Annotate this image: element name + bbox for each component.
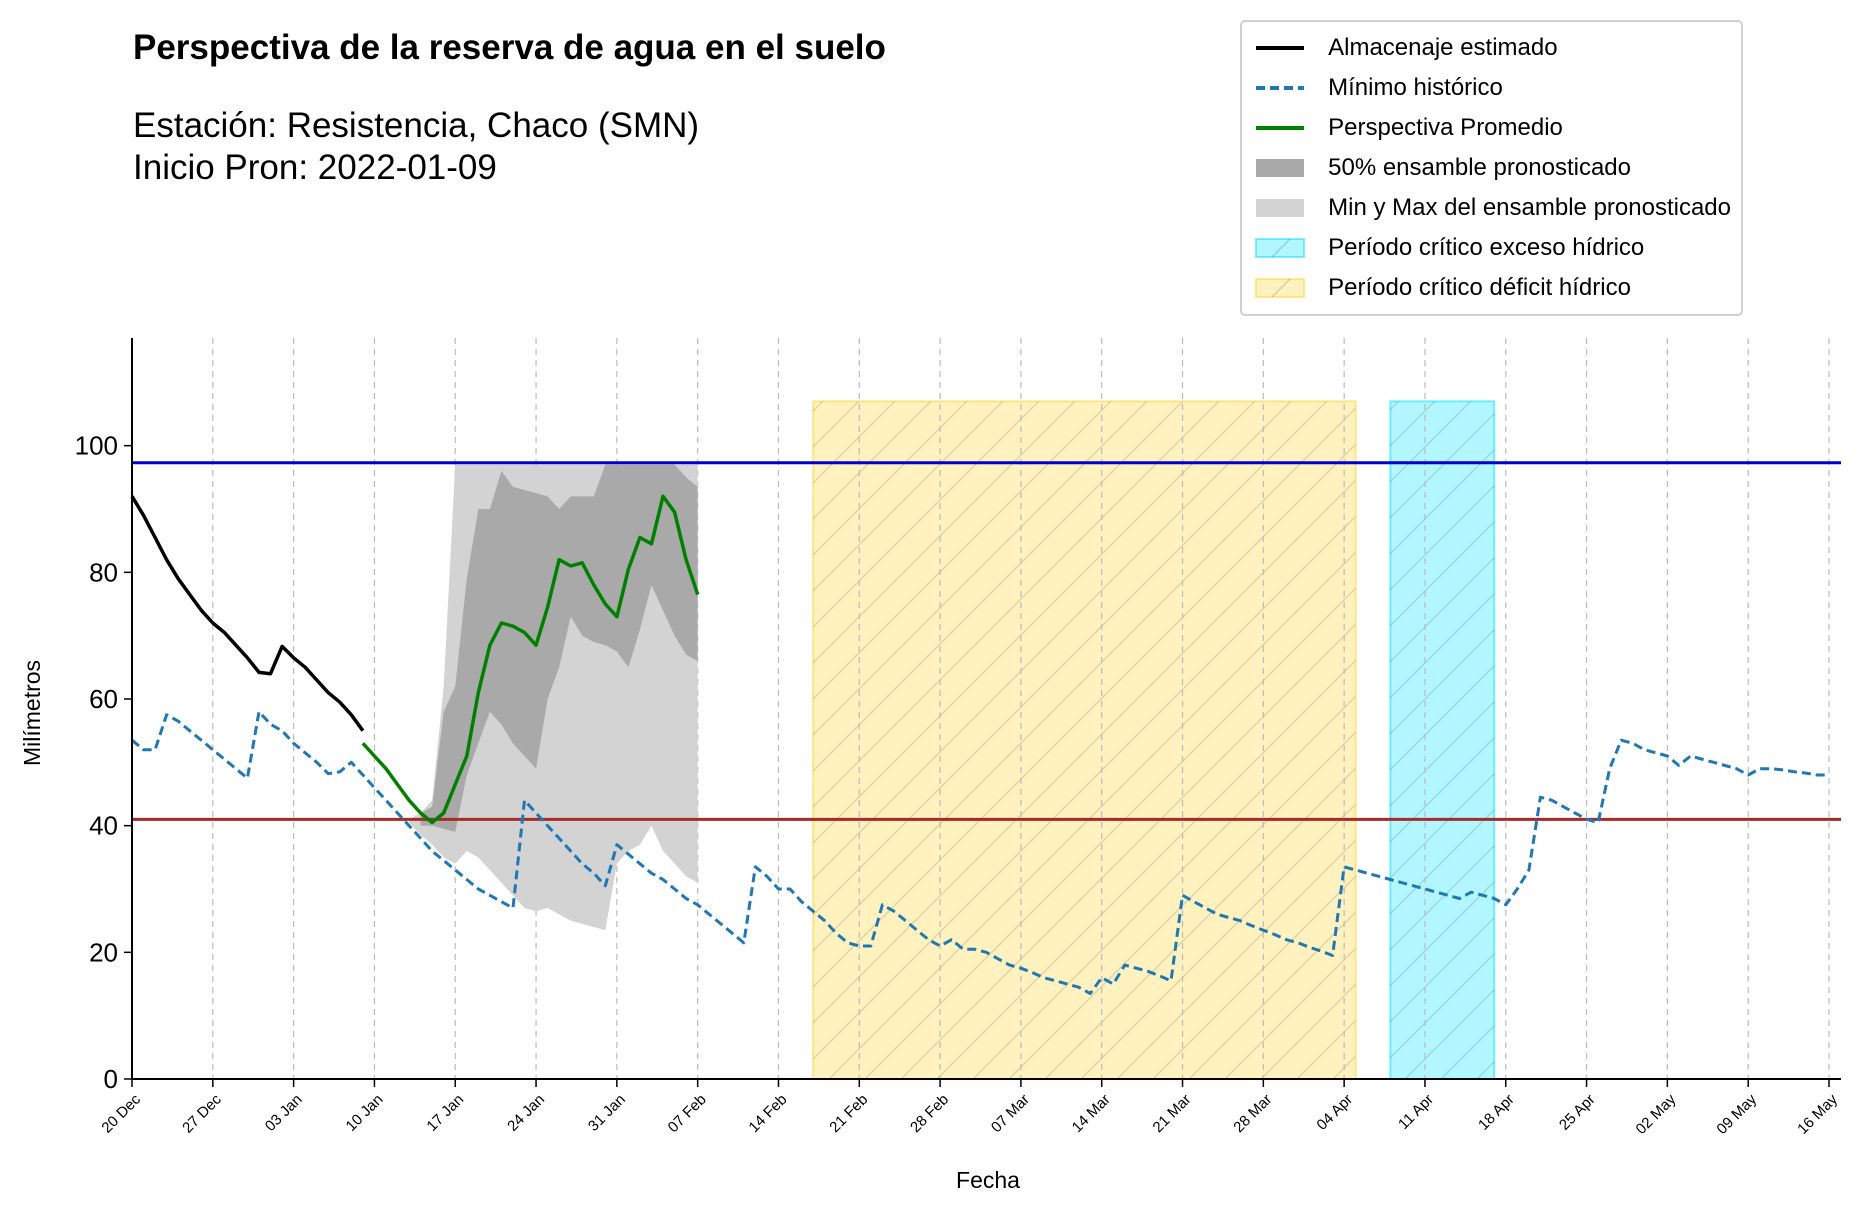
x-tick-label: 21 Mar <box>1150 1091 1195 1136</box>
legend-item: Período crítico exceso hídrico <box>1252 228 1731 268</box>
x-tick-label: 17 Jan <box>423 1091 467 1135</box>
x-tick-label: 28 Feb <box>907 1091 952 1136</box>
y-axis-label: Milímetros <box>19 660 45 766</box>
y-tick-label: 20 <box>89 937 118 967</box>
legend-patch <box>1256 199 1305 217</box>
legend-swatch <box>1256 199 1305 217</box>
series-line <box>131 710 1829 995</box>
x-tick-label: 24 Jan <box>504 1091 548 1135</box>
y-tick-label: 40 <box>89 811 118 841</box>
legend-hatch <box>1271 238 1291 258</box>
y-tick-label: 80 <box>89 557 118 587</box>
critical-period-hatch <box>1390 401 1495 1079</box>
legend-item: 50% ensamble pronosticado <box>1252 148 1731 188</box>
legend-item: Min y Max del ensamble pronosticado <box>1252 188 1731 228</box>
y-tick-label: 60 <box>89 684 118 714</box>
legend-item: Período crítico déficit hídrico <box>1252 268 1731 308</box>
critical-period-hatch <box>813 401 1356 1079</box>
legend-label: Mínimo histórico <box>1328 74 1503 101</box>
legend-patch <box>1256 159 1305 177</box>
x-tick-label: 02 May <box>1633 1091 1680 1138</box>
x-tick-label: 07 Feb <box>665 1091 710 1136</box>
legend-label: 50% ensamble pronosticado <box>1328 154 1631 181</box>
series-line <box>130 495 365 732</box>
legend-patch <box>1255 238 1306 258</box>
x-tick-label: 14 Feb <box>745 1091 790 1136</box>
chart-title: Perspectiva de la reserva de agua en el … <box>133 28 886 67</box>
y-tick-label: 100 <box>75 431 118 461</box>
legend-swatch <box>1255 278 1306 298</box>
legend-item: Perspectiva Promedio <box>1252 108 1731 148</box>
subtitle: Estación: Resistencia, Chaco (SMN) <box>133 106 699 145</box>
legend-item: Almacenaje estimado <box>1252 28 1731 68</box>
x-tick-label: 20 Dec <box>98 1091 144 1137</box>
legend-swatch <box>1255 238 1306 258</box>
x-tick-label: 16 May <box>1794 1091 1841 1138</box>
legend-label: Min y Max del ensamble pronosticado <box>1328 194 1731 221</box>
x-tick-label: 18 Apr <box>1475 1091 1518 1134</box>
y-tick-label: 0 <box>104 1064 118 1094</box>
x-tick-label: 25 Apr <box>1556 1091 1599 1134</box>
legend-label: Período crítico exceso hídrico <box>1328 234 1645 261</box>
x-tick-label: 27 Dec <box>179 1091 225 1137</box>
series-line <box>361 494 700 825</box>
x-tick-label: 03 Jan <box>262 1091 306 1135</box>
legend-swatch <box>1256 46 1305 50</box>
x-tick-label: 21 Feb <box>826 1091 871 1136</box>
x-tick-label: 11 Apr <box>1395 1091 1437 1133</box>
legend-label: Período crítico déficit hídrico <box>1328 274 1631 301</box>
x-tick-label: 14 Mar <box>1069 1091 1114 1136</box>
subtitle: Inicio Pron: 2022-01-09 <box>133 148 497 187</box>
legend-item: Mínimo histórico <box>1252 68 1731 108</box>
plot-area <box>131 338 1830 1081</box>
legend-hatch <box>1271 278 1291 298</box>
legend: Almacenaje estimado Mínimo histórico Persp… <box>1240 20 1743 316</box>
legend-swatch <box>1256 126 1305 130</box>
x-tick-label: 07 Mar <box>988 1091 1033 1136</box>
x-axis-label: Fecha <box>956 1167 1020 1193</box>
ensemble-band <box>420 464 698 832</box>
x-tick-label: 09 May <box>1713 1091 1760 1138</box>
legend-patch <box>1255 278 1306 298</box>
legend-swatch <box>1256 86 1305 90</box>
x-tick-label: 28 Mar <box>1230 1091 1275 1136</box>
x-tick-label: 31 Jan <box>585 1091 629 1135</box>
x-tick-label: 10 Jan <box>343 1091 387 1135</box>
legend-label: Almacenaje estimado <box>1328 34 1558 61</box>
legend-swatch <box>1256 159 1305 177</box>
x-tick-label: 04 Apr <box>1313 1091 1356 1134</box>
legend-label: Perspectiva Promedio <box>1328 114 1563 141</box>
